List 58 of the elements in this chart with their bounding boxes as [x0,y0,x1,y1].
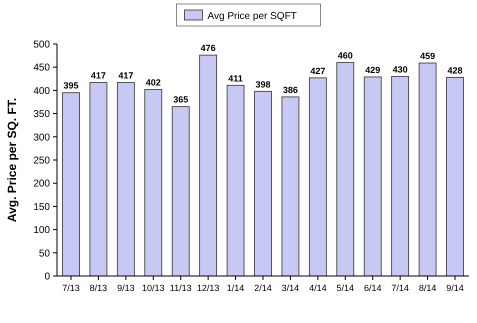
bar [336,62,354,276]
y-tick-label: 0 [44,272,50,282]
data-label: 427 [310,66,326,76]
bar [199,54,218,276]
x-tick-label: 9/13 [117,283,135,293]
data-label: 430 [392,64,408,74]
y-tick-label: 200 [33,178,50,190]
bar [116,82,135,276]
bar [418,62,436,276]
data-label: 417 [90,70,106,81]
data-label: 428 [447,65,463,76]
x-tick-label: 7/13 [62,283,80,293]
bar [364,76,382,276]
y-tick-label: 500 [33,40,50,50]
data-label: 386 [282,84,298,95]
y-tick-label: 400 [33,86,50,97]
y-tick-label: 300 [33,132,50,144]
x-tick-label: 8/14 [418,283,436,293]
y-tick-label: 450 [33,62,50,74]
data-label: 398 [255,79,271,90]
data-label: 417 [118,70,134,81]
bar [282,96,300,276]
x-tick-label: 7/14 [391,283,409,293]
y-tick-label: 50 [38,248,50,260]
data-label: 429 [365,64,380,75]
x-tick-label: 12/13 [196,283,220,293]
x-tick-label: 11/13 [170,283,192,293]
x-tick-label: 5/14 [336,283,354,293]
y-tick-label: 150 [33,202,50,213]
bar [446,77,464,276]
y-tick-label: 100 [33,225,50,236]
x-tick-label: 2/14 [254,283,272,293]
y-tick-label: 250 [33,156,50,166]
data-label: 365 [173,94,188,105]
data-label: 395 [63,80,79,91]
bar [391,76,410,276]
data-label: 476 [200,43,216,54]
x-tick-label: 1/14 [226,283,244,293]
x-tick-label: 10/13 [142,283,165,293]
y-tick-label: 350 [33,109,50,120]
bar [172,106,190,276]
bar [62,92,80,276]
bar [308,77,327,276]
data-label: 459 [420,51,436,62]
x-tick-label: 3/14 [282,283,300,293]
x-tick-label: 9/14 [446,283,464,293]
bar [144,89,162,276]
bar [226,84,244,276]
bar [254,90,272,276]
data-label: 411 [228,73,243,84]
legend-label: Avg Price per SQFT [208,11,297,22]
data-label: 460 [338,50,353,61]
x-tick-label: 6/14 [364,283,382,293]
x-tick-label: 8/13 [90,283,108,293]
y-axis-title: Avg. Price per SQ. FT. [5,98,19,222]
bar [90,82,108,276]
data-label: 402 [146,77,161,88]
x-tick-label: 4/14 [309,283,327,293]
